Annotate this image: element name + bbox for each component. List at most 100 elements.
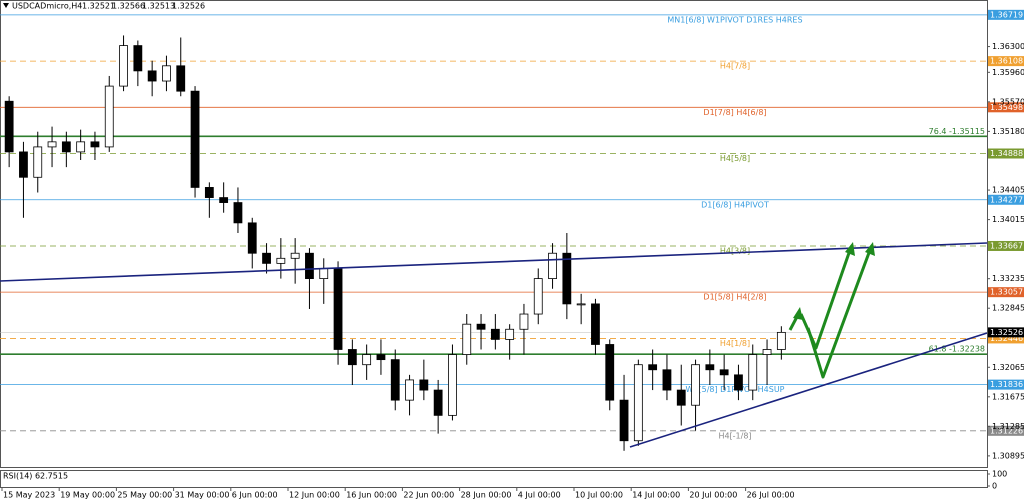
price-box-label: 1.34277 [990,195,1023,204]
x-tick-label: 31 May 00:00 [175,491,230,500]
candle-body [333,268,343,350]
x-tick-label: 25 May 00:00 [117,491,172,500]
level-label: H4[7/8] [720,62,750,71]
arrow-head [865,242,875,256]
candle-body [433,389,443,416]
y-tick-label: 1.34015 [992,215,1024,224]
price-box [988,9,1024,20]
x-tick-label: 6 Jun 00:00 [232,491,278,500]
level-label: D1[6/8] H4PIVOT [701,200,769,209]
candle-body [119,45,128,87]
candle-body [276,257,286,264]
price-box [988,56,1024,67]
candle-body [676,389,686,406]
price-box-label: 1.36108 [990,57,1023,66]
candle-body [576,303,586,306]
candle-body [290,252,300,259]
candle-body [719,369,729,376]
candle-body [419,379,429,391]
current-price-box [988,327,1024,338]
price-box [988,333,1024,344]
level-label: H4[5/8] [720,154,750,163]
candle-body [662,369,672,391]
candle-body [219,197,229,203]
candle-body [33,146,43,178]
x-tick-label: 28 Jun 00:00 [461,491,512,500]
candle-body [405,379,414,401]
y-tick-label: 1.35180 [992,127,1024,136]
candle-body [133,45,143,72]
y-tick-label: 1.35570 [992,97,1024,106]
candle-body [390,359,400,401]
candle-body [76,141,86,153]
candle-body [176,65,186,92]
y-tick-label: 1.36300 [992,42,1024,51]
arrow-heads [793,242,875,320]
indicator-tick-label: 0 [992,482,997,491]
x-tick-label: 10 Jul 00:00 [575,491,623,500]
candle-body [204,187,214,198]
x-tick-label: 22 Jun 00:00 [403,491,454,500]
header-price: 1.32513 [142,2,175,11]
arrow [799,249,852,350]
y-tick-label: 1.31675 [992,392,1024,401]
level-label: MN1[6/8] W1PIVOT D1RES H4RES [667,15,802,24]
candle-body [4,100,14,153]
price-box [988,194,1024,205]
y-tick-label: 1.34405 [992,186,1024,195]
y-tick-label: 1.32065 [992,363,1024,372]
header-price: 1.32566 [112,2,145,11]
candle-body [247,222,257,254]
price-box-label: 1.34888 [990,149,1023,158]
y-tick-label: 1.33235 [992,274,1024,283]
header-price: 1.32521 [82,2,115,11]
y-tick-label: 1.30895 [992,451,1024,460]
level-label: H4[1/8] [720,339,750,348]
x-tick-label: 14 Jul 00:00 [632,491,680,500]
candle-body [233,202,243,224]
candle-body [505,328,515,340]
price-box-label: 1.32446 [990,334,1023,343]
candle-body [147,70,157,82]
x-tick-label: 4 Jul 00:00 [518,491,561,500]
candle-body [262,252,271,264]
header-icon [3,3,9,8]
x-tick-label: 26 Jul 00:00 [747,491,795,500]
candle-body [519,313,529,330]
candle-body [162,65,171,82]
candle-body [448,354,457,416]
candle-body [562,252,572,305]
candle-body [648,364,658,371]
x-tick-label: 20 Jul 00:00 [689,491,737,500]
price-box-label: 1.35498 [990,103,1023,112]
candle-body [619,399,629,442]
price-box [988,102,1024,113]
trendline [0,242,988,282]
x-tick-label: 15 May 2023 [3,491,55,500]
arrow-head [793,307,803,320]
candle-body [90,141,100,148]
candle-body [319,268,329,280]
arrow-head [845,242,855,256]
candle-body [748,354,758,391]
y-tick-label: 1.35960 [992,68,1024,77]
level-label: H4[-1/8] [718,431,751,440]
price-box-label: 1.33057 [990,288,1023,297]
candle-body [548,252,557,280]
candle-body [691,364,700,406]
level-label: D1[7/8] H4[6/8] [703,108,766,117]
plot-frame [0,0,988,468]
candle-body [605,344,615,401]
candle-body [762,349,772,355]
candle-body [376,354,386,361]
header-price: 1.32526 [172,2,205,11]
price-box [988,425,1024,436]
trendline [629,332,988,448]
price-box [988,240,1024,251]
candle-body [347,349,357,366]
indicator-label: RSI(14) 62.7515 [3,472,68,481]
y-tick-label: 1.32845 [992,304,1024,313]
price-box-label: 1.31836 [990,380,1023,389]
price-box-label: 1.31226 [990,426,1023,435]
